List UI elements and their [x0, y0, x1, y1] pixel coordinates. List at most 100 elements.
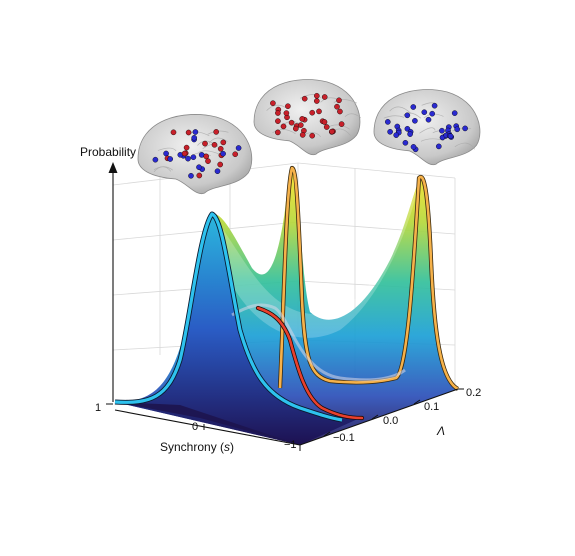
brain-outline: [253, 79, 361, 156]
red-electrode-dot: [220, 139, 227, 146]
blue-electrode-dot: [384, 119, 391, 125]
blue-electrode-dot: [439, 127, 445, 134]
vertical-axis-arrow: [108, 162, 118, 173]
red-electrode-dot: [323, 124, 330, 130]
blue-electrode-dot: [451, 110, 458, 116]
blue-electrode-dot: [410, 144, 417, 150]
red-electrode-dot: [313, 93, 320, 99]
blue-electrode-dot: [425, 116, 432, 123]
front-curve-cyan-fill: [114, 212, 343, 422]
red-electrode-dot: [338, 121, 345, 127]
brain-gyrus: [272, 129, 296, 135]
red-electrode-dot: [274, 129, 281, 136]
lambda-tick-minus0.1: −0.1: [333, 432, 355, 444]
red-electrode-dot: [337, 108, 343, 115]
red-electrode-dot: [196, 172, 203, 179]
blue-electrode-dot: [435, 143, 442, 150]
red-electrode-dot: [299, 132, 306, 138]
red-electrode-dot: [283, 110, 290, 116]
red-electrode-dot: [336, 97, 342, 104]
tick-marks: [106, 388, 464, 451]
synchrony-tick-0: 0: [192, 421, 198, 433]
brain-illustrations: [137, 79, 481, 195]
synchrony-label-close: ): [230, 440, 234, 454]
red-electrode-dot: [217, 161, 223, 168]
brain-synchronized: [253, 79, 362, 156]
red-electrode-dot: [329, 128, 335, 135]
blue-electrode-dot: [220, 150, 226, 157]
axes: [108, 162, 459, 446]
red-electrode-dot: [181, 150, 188, 157]
red-electrode-dot: [321, 119, 328, 125]
brain-desynchronized: [373, 89, 481, 166]
blue-electrode-dot: [190, 154, 197, 160]
red-electrode-dot: [297, 122, 304, 128]
mid-curve-translucent: [231, 303, 406, 382]
axis-labels: Probability 1 0 −1 Synchrony (s) −0.1 0.…: [80, 145, 481, 454]
brain-gyrus: [419, 127, 436, 134]
blue-electrode-dot: [185, 155, 191, 162]
synchrony-axis-line: [114, 409, 301, 446]
red-electrode-dot: [170, 129, 177, 136]
blue-electrode-dot: [404, 112, 411, 119]
blue-electrode-dot: [407, 131, 413, 137]
brain-outline: [373, 89, 481, 166]
red-electrode-dot: [301, 95, 308, 102]
red-electrode-dot: [213, 129, 219, 135]
back-curve-orange-fill: [278, 166, 459, 391]
red-electrode-dot: [185, 129, 192, 136]
red-electrode-dot: [334, 103, 340, 110]
blue-electrode-dot: [196, 164, 202, 170]
blue-electrode-dot: [447, 133, 454, 139]
red-electrode-dot: [321, 94, 328, 100]
red-electrode-dot: [288, 119, 295, 126]
synchrony-tick-minus1: −1: [284, 439, 297, 451]
red-electrode-dot: [275, 110, 281, 116]
red-electrode-dot: [217, 145, 224, 152]
synchrony-axis-label: Synchrony (s): [160, 440, 234, 454]
brain-gyrus: [153, 166, 174, 172]
synchrony-label-text: Synchrony (: [160, 440, 224, 454]
lambda-tick-0.2: 0.2: [466, 387, 481, 399]
red-electrode-dot: [232, 151, 238, 157]
blue-electrode-dot: [167, 156, 173, 162]
brain-gyrus: [344, 113, 362, 118]
brain-gyrus: [383, 115, 405, 119]
lambda-tick-0.1: 0.1: [424, 401, 439, 413]
blue-electrode-dot: [410, 104, 417, 110]
grid-line: [297, 162, 456, 179]
blue-electrode-dot: [393, 132, 400, 138]
red-electrode-dot: [299, 116, 306, 122]
red-electrode-dot: [270, 100, 276, 106]
red-electrode-dot: [280, 123, 287, 130]
synchrony-tick-1: 1: [95, 402, 101, 414]
blue-electrode-dot: [214, 168, 221, 174]
tick-mark: [371, 414, 379, 420]
blue-electrode-dot: [188, 172, 194, 179]
brain-mixed: [137, 114, 253, 195]
brain-gyrus: [333, 99, 357, 104]
red-electrode-dot: [275, 118, 281, 124]
red-electrode-dot: [203, 153, 209, 160]
blue-electrode-dot: [192, 129, 199, 135]
red-electrode-dot: [309, 109, 316, 116]
blue-electrode-dot: [191, 134, 197, 141]
red-electrode-dot: [313, 98, 320, 104]
blue-electrode-dot: [387, 128, 393, 135]
red-electrode-dot: [309, 132, 316, 139]
red-electrode-dot: [205, 158, 211, 164]
tick-mark: [413, 399, 421, 405]
lambda-axis-line: [299, 388, 459, 446]
blue-electrode-dot: [152, 156, 159, 163]
brain-gyrus: [266, 104, 288, 111]
blue-electrode-dot: [462, 125, 468, 132]
blue-electrode-dot: [412, 118, 418, 124]
red-electrode-dot: [316, 108, 322, 115]
red-electrode-dot: [292, 125, 299, 132]
brain-gyrus: [157, 147, 177, 152]
brain-gyrus: [320, 97, 338, 103]
tick-mark: [323, 431, 331, 437]
blue-electrode-dot: [402, 139, 409, 146]
brain-gyrus: [389, 106, 412, 114]
